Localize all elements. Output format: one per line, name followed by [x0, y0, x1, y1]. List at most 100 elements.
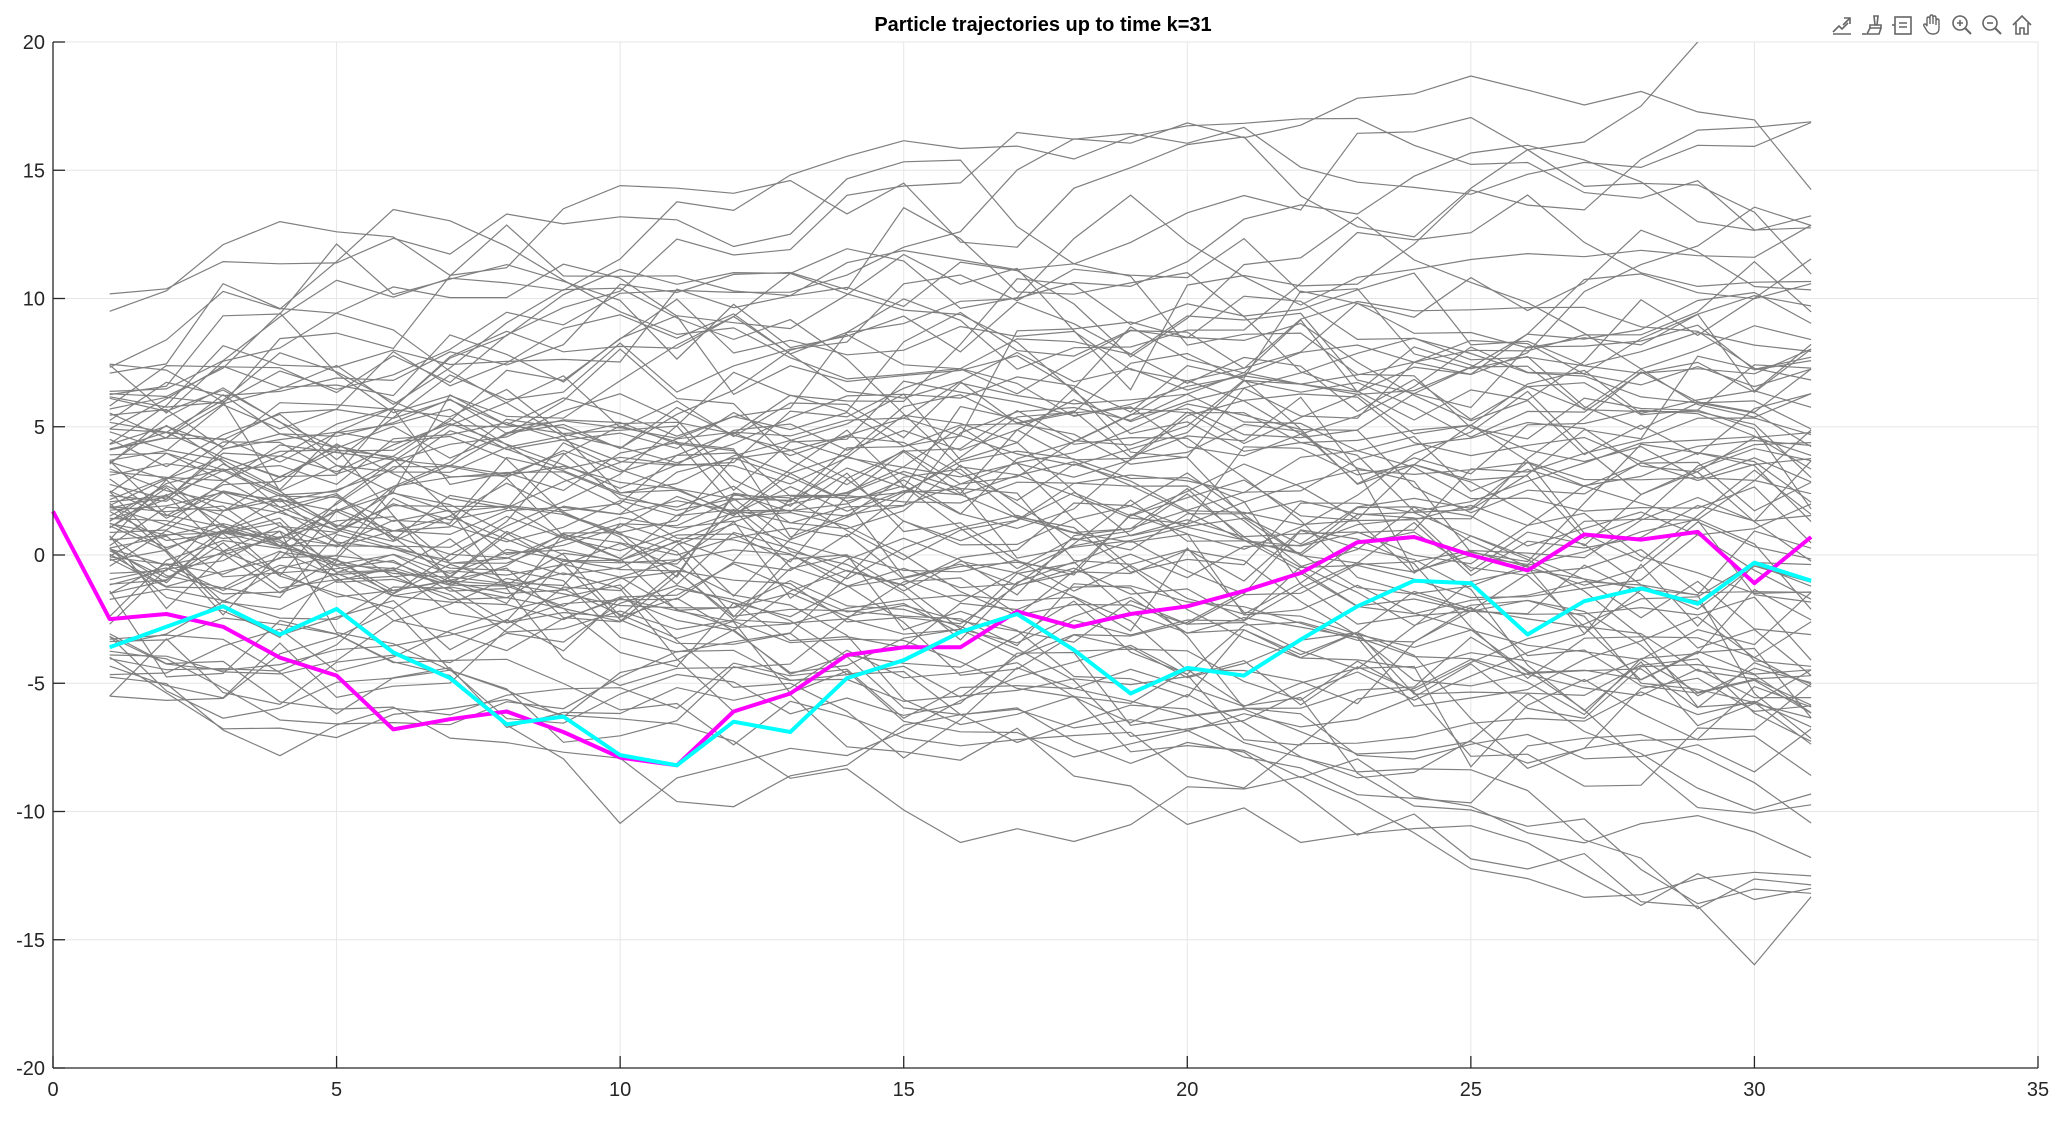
- particle-trajectory: [109, 224, 1812, 510]
- particle-trajectory: [109, 536, 1812, 667]
- particle-trajectory: [109, 294, 1812, 584]
- particle-trajectory: [109, 450, 1812, 676]
- particle-trajectory: [109, 194, 1812, 419]
- axes-toolbar: [1828, 10, 2036, 40]
- y-tick-label: 10: [23, 289, 45, 311]
- particle-trajectory: [109, 554, 1812, 742]
- export-icon: [1832, 17, 1851, 35]
- particle-trajectory: [109, 532, 1812, 738]
- x-tick-label: 15: [893, 1079, 915, 1101]
- particle-trajectory: [109, 424, 1812, 671]
- particle-trajectory: [109, 379, 1812, 547]
- particle-trajectory: [109, 407, 1812, 611]
- particle-trajectory: [109, 429, 1812, 739]
- particle-trajectory: [109, 298, 1812, 574]
- particle-trajectory: [109, 424, 1812, 688]
- particle-trajectory: [109, 216, 1812, 445]
- y-tick-label: 5: [34, 417, 45, 439]
- particle-trajectory: [109, 502, 1812, 661]
- particle-trajectory: [109, 408, 1812, 589]
- particle-trajectory: [109, 550, 1812, 787]
- particle-trajectory: [109, 394, 1812, 603]
- particle-trajectory: [109, 492, 1812, 859]
- particle-trajectory: [109, 121, 1812, 430]
- particle-trajectory: [109, 121, 1812, 407]
- x-tick-label: 20: [1176, 1079, 1198, 1101]
- particle-trajectory: [109, 432, 1812, 636]
- brush-icon: [1862, 15, 1882, 35]
- particle-trajectory: [109, 634, 1812, 905]
- particle-trajectory: [109, 339, 1812, 517]
- particle-trajectory: [109, 368, 1812, 586]
- particle-trajectory: [109, 609, 1812, 764]
- particle-trajectory: [109, 636, 1812, 814]
- particle-trajectory: [109, 208, 1812, 409]
- y-tick-label: -10: [16, 802, 45, 824]
- particle-trajectory: [109, 369, 1812, 567]
- export-button[interactable]: [1828, 11, 1856, 39]
- y-tick-label: -5: [27, 673, 45, 695]
- particle-trajectory: [109, 523, 1812, 714]
- y-tick-label: 15: [23, 160, 45, 182]
- particle-trajectory: [109, 656, 1812, 899]
- particle-trajectory: [109, 260, 1812, 538]
- pan-icon: [1922, 14, 1940, 35]
- particle-trajectory: [109, 633, 1812, 966]
- y-tick-label: -15: [16, 930, 45, 952]
- zoom-in-button[interactable]: [1948, 11, 1976, 39]
- x-tick-label: 5: [331, 1079, 342, 1101]
- particle-trajectory: [109, 237, 1812, 468]
- y-tick-label: 20: [23, 32, 45, 54]
- home-icon: [2012, 14, 2032, 35]
- particle-trajectory: [109, 584, 1812, 776]
- particle-trajectory: [109, 477, 1812, 773]
- particle-trajectory: [109, 405, 1812, 610]
- particle-trajectory: [109, 550, 1812, 758]
- y-tick-label: 0: [34, 545, 45, 567]
- highlighted-trajectories: [51, 510, 1813, 768]
- x-tick-label: 25: [1460, 1079, 1482, 1101]
- particle-trajectory: [109, 617, 1812, 789]
- pan-button[interactable]: [1918, 11, 1946, 39]
- particle-trajectory: [109, 468, 1812, 708]
- particle-trajectory: [109, 409, 1812, 552]
- particle-trajectory: [109, 425, 1812, 719]
- particle-trajectory: [109, 321, 1812, 588]
- particle-trajectory: [109, 524, 1812, 718]
- particle-trajectory: [109, 243, 1812, 421]
- particle-trajectory: [109, 393, 1812, 519]
- particle-trajectory: [109, 272, 1812, 594]
- particle-trajectory: [109, 478, 1812, 672]
- data-tips-button[interactable]: [1888, 11, 1916, 39]
- particle-trajectory: [109, 411, 1812, 537]
- particle-trajectory: [109, 268, 1812, 512]
- tick-labels: 0 5 10 15 20 25 30 35 20 15 10 5 0 -5 -10 -15 -20: [16, 32, 2049, 1101]
- home-button[interactable]: [2008, 11, 2036, 39]
- chart-title: Particle trajectories up to time k=31: [874, 14, 1211, 36]
- particle-trajectory: [109, 287, 1812, 540]
- particle-trajectory: [109, 355, 1812, 652]
- zoom-out-icon: [1982, 15, 2002, 35]
- particle-trajectory: [109, 519, 1812, 625]
- particle-trajectory: [109, 42, 1699, 312]
- x-tick-label: 0: [47, 1079, 58, 1101]
- x-tick-label: 30: [1743, 1079, 1765, 1101]
- y-tick-label: -20: [16, 1058, 45, 1080]
- brush-button[interactable]: [1858, 11, 1886, 39]
- particle-trajectory: [109, 75, 1812, 408]
- cyan-trajectory: [109, 560, 1812, 768]
- particle-trajectory: [109, 561, 1812, 726]
- particle-trajectory: [109, 469, 1812, 907]
- particle-trajectory: [109, 588, 1812, 825]
- zoom-in-icon: [1952, 15, 1972, 35]
- axes-box: [52, 41, 2039, 1069]
- particle-trajectory: [109, 117, 1812, 392]
- zoom-out-button[interactable]: [1978, 11, 2006, 39]
- particle-trajectory: [109, 542, 1812, 709]
- particle-trajectory: [109, 548, 1812, 705]
- particle-trajectory: [109, 352, 1812, 512]
- data-tips-icon: [1892, 16, 1912, 35]
- particle-trajectories: [109, 42, 1812, 966]
